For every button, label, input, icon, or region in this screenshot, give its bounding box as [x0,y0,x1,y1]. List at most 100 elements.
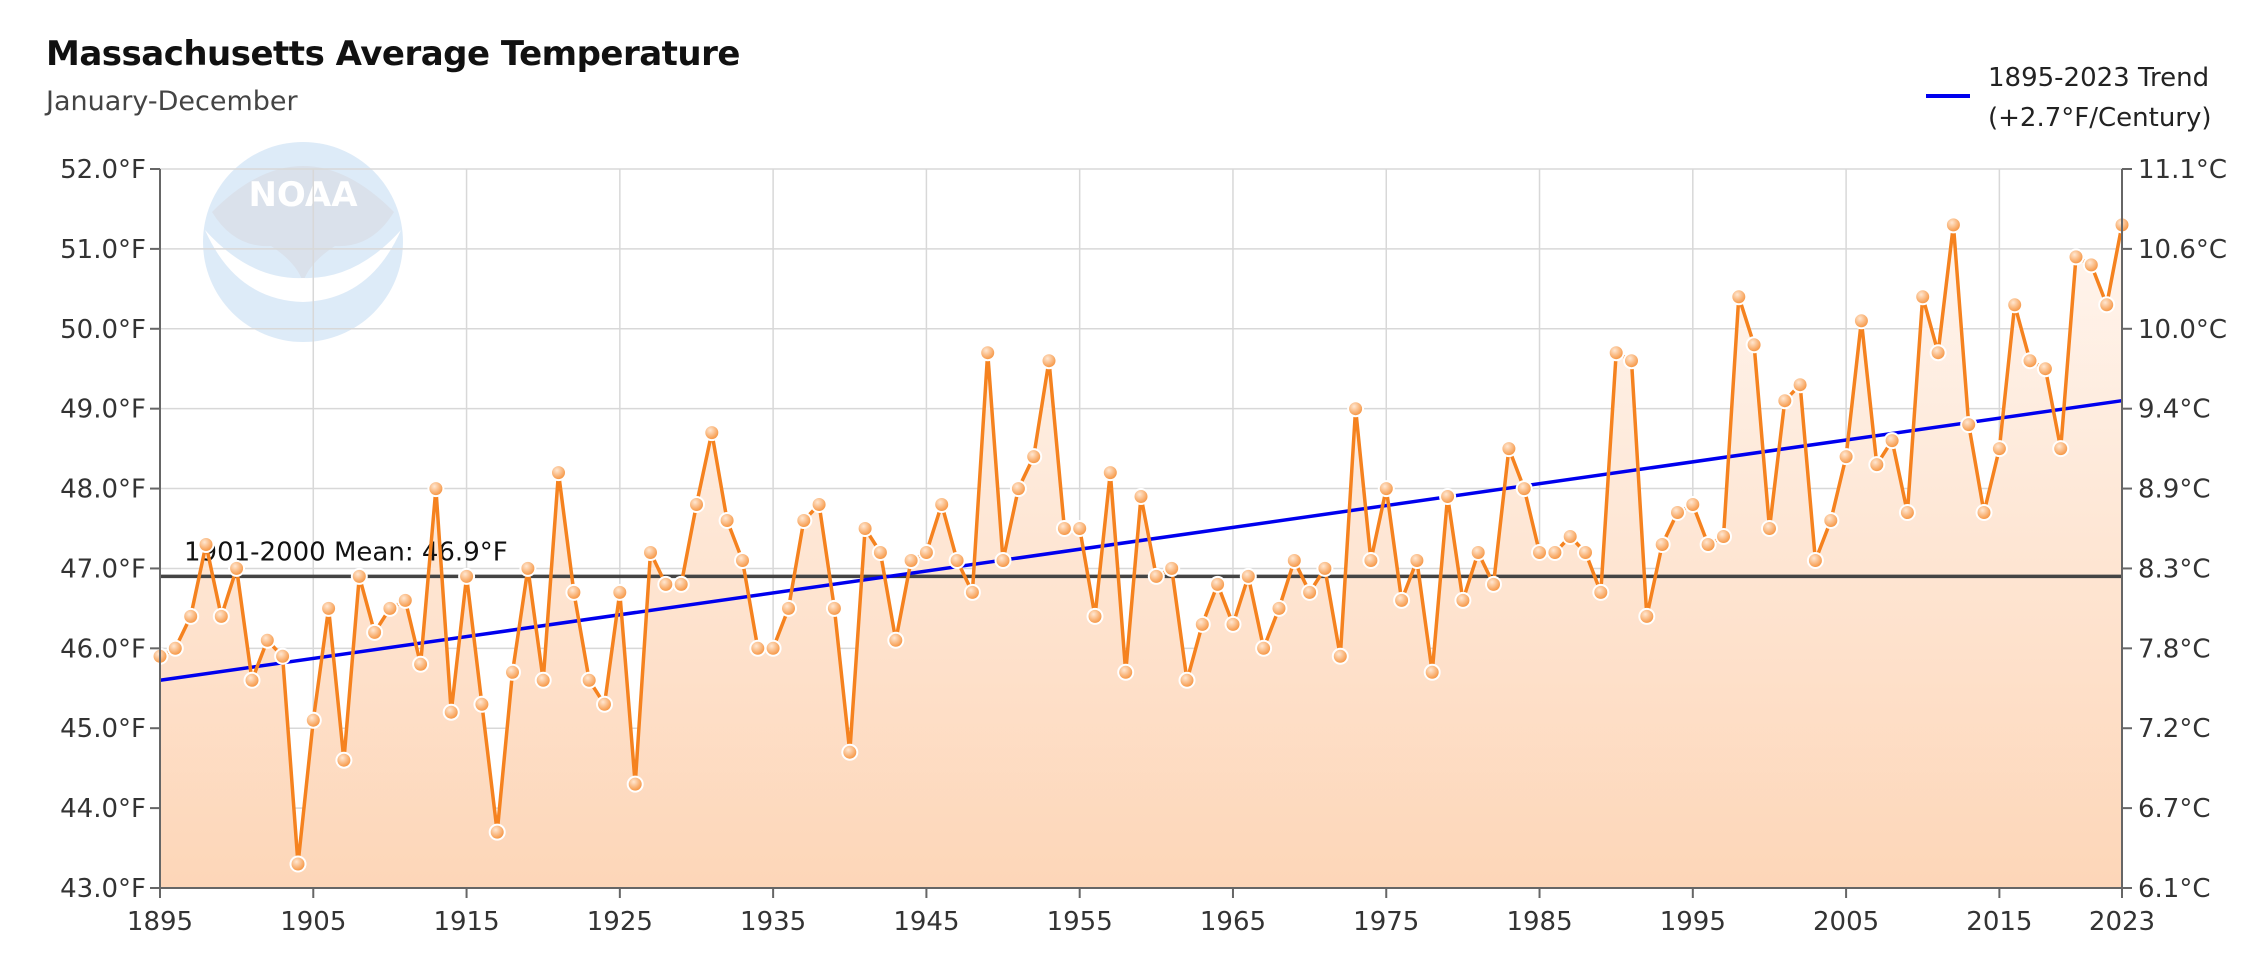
data-point[interactable] [1193,615,1211,633]
data-point[interactable] [243,671,261,689]
data-point[interactable] [1224,615,1242,633]
data-point[interactable] [948,552,966,569]
data-point[interactable] [1347,400,1365,418]
data-point[interactable] [2067,248,2085,266]
data-point[interactable] [1163,559,1181,577]
data-point[interactable] [1730,288,1748,306]
data-point[interactable] [1699,536,1717,553]
data-point[interactable] [1653,536,1671,553]
data-point[interactable] [917,544,935,561]
data-point[interactable] [1684,496,1702,513]
data-point[interactable] [1761,520,1778,537]
data-point[interactable] [1393,591,1411,609]
data-point[interactable] [1531,544,1548,561]
data-point[interactable] [1209,575,1227,593]
data-point[interactable] [1009,480,1027,498]
data-point[interactable] [182,607,200,625]
data-point[interactable] [1469,544,1487,561]
data-point[interactable] [1638,607,1656,625]
data-point[interactable] [933,496,951,513]
data-point[interactable] [1883,432,1901,450]
data-point[interactable] [1868,456,1886,474]
data-point[interactable] [1990,440,2008,458]
data-point[interactable] [979,344,997,362]
data-point[interactable] [2036,360,2054,378]
data-point[interactable] [887,631,905,649]
data-point[interactable] [1960,416,1978,434]
data-point[interactable] [350,567,368,585]
data-point[interactable] [1852,312,1870,330]
data-point[interactable] [1822,512,1840,529]
data-point[interactable] [228,559,246,577]
data-point[interactable] [1776,392,1794,410]
data-point[interactable] [841,743,859,761]
data-point[interactable] [442,703,460,721]
data-point[interactable] [1791,376,1809,394]
data-point[interactable] [856,520,874,537]
data-point[interactable] [366,623,384,641]
data-point[interactable] [1117,663,1135,681]
data-point[interactable] [1561,528,1579,545]
data-point[interactable] [688,496,705,513]
data-point[interactable] [626,775,644,793]
data-point[interactable] [1071,520,1089,537]
data-point[interactable] [1255,639,1273,657]
data-point[interactable] [810,496,828,513]
data-point[interactable] [488,823,506,841]
data-point[interactable] [274,647,292,665]
data-point[interactable] [473,695,491,713]
data-point[interactable] [550,464,567,482]
data-point[interactable] [1362,552,1380,569]
data-point[interactable] [1715,528,1732,545]
data-point[interactable] [1025,448,1043,466]
data-point[interactable] [458,567,476,585]
data-point[interactable] [1806,552,1824,569]
data-point[interactable] [1944,216,1962,234]
data-point[interactable] [534,671,552,689]
data-point[interactable] [565,583,583,601]
data-point[interactable] [1485,575,1502,593]
data-point[interactable] [166,639,184,657]
data-point[interactable] [795,512,813,529]
data-point[interactable] [657,575,675,593]
data-point[interactable] [1546,544,1564,561]
data-point[interactable] [1607,344,1625,362]
data-point[interactable] [1623,352,1640,370]
data-point[interactable] [1147,567,1165,585]
data-point[interactable] [596,695,613,713]
data-point[interactable] [718,512,736,529]
data-point[interactable] [258,631,276,649]
data-point[interactable] [412,655,430,673]
data-point[interactable] [2082,256,2100,274]
data-point[interactable] [1592,583,1610,601]
data-point[interactable] [1745,336,1763,354]
data-point[interactable] [734,552,751,569]
data-point[interactable] [1301,583,1319,601]
data-point[interactable] [1898,504,1916,521]
data-point[interactable] [825,599,843,617]
data-point[interactable] [1669,504,1686,521]
data-point[interactable] [611,583,629,601]
data-point[interactable] [2098,296,2116,314]
data-point[interactable] [1331,647,1349,665]
data-point[interactable] [519,559,537,577]
data-point[interactable] [2006,296,2024,314]
data-point[interactable] [304,711,322,729]
data-point[interactable] [1423,663,1441,681]
data-point[interactable] [1101,464,1119,482]
data-point[interactable] [703,424,721,442]
data-point[interactable] [1086,607,1104,625]
data-point[interactable] [197,536,215,553]
data-point[interactable] [749,639,767,657]
data-point[interactable] [1178,671,1196,689]
data-point[interactable] [1055,520,1073,537]
data-point[interactable] [1975,504,1993,521]
data-point[interactable] [396,591,414,609]
data-point[interactable] [580,671,598,689]
data-point[interactable] [1316,559,1334,577]
data-point[interactable] [381,599,399,617]
data-point[interactable] [764,639,782,657]
data-point[interactable] [672,575,690,593]
data-point[interactable] [2052,440,2070,458]
data-point[interactable] [1837,448,1855,466]
